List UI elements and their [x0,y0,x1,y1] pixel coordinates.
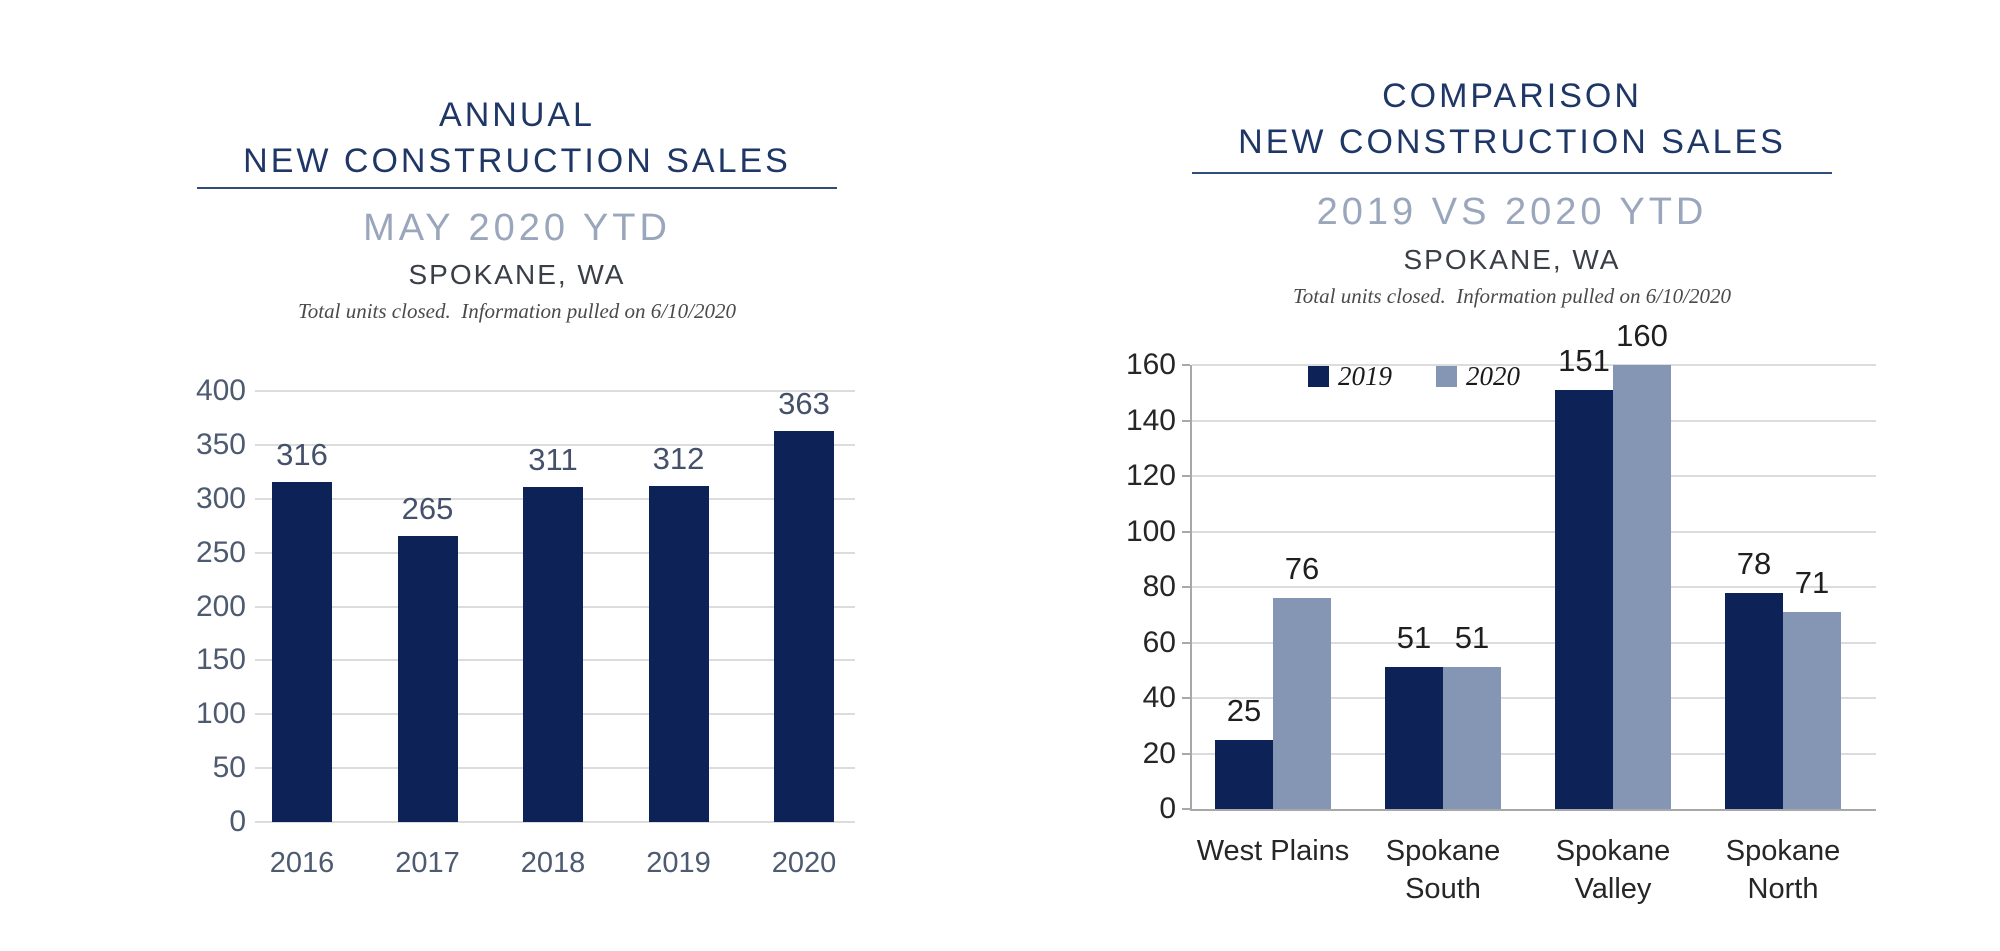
y-tick-mark-160 [1182,364,1190,366]
bar-2020 [774,430,834,822]
chart-footnote: Total units closed. Information pulled o… [298,299,736,323]
value-label-spokane-north-2020: 71 [1794,564,1830,600]
y-axis-line [1190,365,1192,811]
gridline-140 [1192,419,1876,422]
y-tick-label-150: 150 [195,643,246,677]
y-tick-mark-80 [1182,586,1190,588]
y-tick-label-80: 80 [1142,570,1176,603]
y-tick-label-20: 20 [1142,736,1176,770]
value-label-spokane-valley-2019: 151 [1558,342,1610,378]
gridline-80 [1192,586,1876,588]
y-tick-label-60: 60 [1142,625,1176,659]
y-tick-label-400: 400 [195,374,246,407]
bar-spokane-valley-2019 [1555,389,1613,809]
value-label-2019: 312 [652,440,705,476]
bar-spokane-north-2020 [1783,611,1841,809]
chart-subtitle: 2019 VS 2020 YTD [1316,191,1708,233]
y-tick-label-350: 350 [195,427,246,461]
y-tick-label-0: 0 [1159,792,1176,825]
legend-label-2019: 2019 [1338,361,1392,391]
gridline-60 [1192,641,1876,644]
legend-swatch-2019 [1308,366,1329,387]
y-tick-mark-40 [1182,697,1190,699]
bar-spokane-north-2019 [1725,592,1783,809]
value-label-spokane-south-2020: 51 [1454,620,1490,656]
value-label-spokane-south-2019: 51 [1396,620,1432,656]
y-tick-label-160: 160 [1125,348,1176,381]
legend-item-2020: 2020 [1436,361,1520,392]
bar-spokane-south-2019 [1385,667,1443,809]
chart-title-line1: ANNUAL [439,96,595,134]
annual-chart-header: ANNUAL NEW CONSTRUCTION SALES [197,92,837,184]
comparison-chart-header: COMPARISON NEW CONSTRUCTION SALES [1192,73,1832,165]
value-label-2016: 316 [276,436,328,472]
chart-location: SPOKANE, WA [408,259,626,290]
value-label-2020: 363 [778,385,830,421]
y-tick-mark-140 [1182,419,1190,422]
y-tick-label-200: 200 [195,589,246,623]
y-tick-label-0: 0 [229,805,246,838]
y-tick-mark-20 [1182,752,1190,755]
gridline-0 [255,821,855,823]
value-label-west-plains-2019: 25 [1226,692,1262,728]
value-label-2018: 311 [528,441,578,477]
y-tick-label-40: 40 [1142,681,1176,714]
y-tick-label-140: 140 [1125,403,1176,437]
x-label-2017: 2017 [395,847,460,879]
y-tick-label-250: 250 [195,535,246,569]
chart-title-line1: COMPARISON [1382,77,1642,115]
chart-title-line2: NEW CONSTRUCTION SALES [243,142,791,180]
value-label-spokane-valley-2020: 160 [1616,318,1668,353]
x-label-2020: 2020 [771,847,837,879]
chart-location: SPOKANE, WA [1403,244,1621,275]
gridline-120 [1192,475,1876,477]
x-label-spokane-valley: Spokane Valley [1555,835,1671,905]
x-label-spokane-south: Spokane South [1385,835,1501,905]
y-tick-mark-60 [1182,641,1190,644]
bar-spokane-south-2020 [1443,667,1501,809]
y-tick-label-120: 120 [1125,459,1176,492]
gridline-100 [1192,530,1876,533]
value-label-spokane-north-2019: 78 [1736,545,1772,581]
y-tick-label-300: 300 [195,481,246,515]
legend-item-2019: 2019 [1308,361,1392,392]
y-tick-label-100: 100 [195,697,246,731]
value-label-west-plains-2020: 76 [1284,551,1320,587]
gridline-400 [255,390,855,392]
y-tick-label-100: 100 [1125,514,1176,548]
chart-title-line2: NEW CONSTRUCTION SALES [1238,123,1786,161]
y-tick-label-50: 50 [212,751,246,785]
value-label-2017: 265 [401,491,454,527]
y-tick-mark-120 [1182,475,1190,477]
x-axis-line [1190,809,1876,811]
bar-2018 [523,486,583,822]
legend-swatch-2020 [1436,366,1457,387]
legend-label-2020: 2020 [1466,361,1520,391]
title-divider [1192,172,1832,174]
bar-2016 [272,481,332,822]
x-label-west-plains: West Plains [1196,835,1350,867]
chart-footnote: Total units closed. Information pulled o… [1293,284,1731,308]
x-label-2019: 2019 [646,847,711,879]
gridline-350 [255,443,855,446]
bar-2017 [397,536,458,822]
title-divider [197,187,837,189]
y-tick-mark-100 [1182,530,1190,533]
bar-spokane-valley-2020 [1613,365,1671,809]
chart-subtitle: MAY 2020 YTD [363,207,671,249]
bar-west-plains-2019 [1215,739,1273,809]
x-label-2018: 2018 [520,847,586,879]
y-tick-mark-0 [1182,808,1190,810]
x-label-2016: 2016 [269,847,335,879]
chart-legend: 2019 2020 [1308,361,1520,392]
bar-2019 [648,485,709,822]
x-label-spokane-north: Spokane North [1725,835,1841,905]
gridline-160 [1192,364,1876,366]
gridline-40 [1192,697,1876,699]
bar-west-plains-2020 [1273,598,1331,809]
gridline-20 [1192,752,1876,755]
